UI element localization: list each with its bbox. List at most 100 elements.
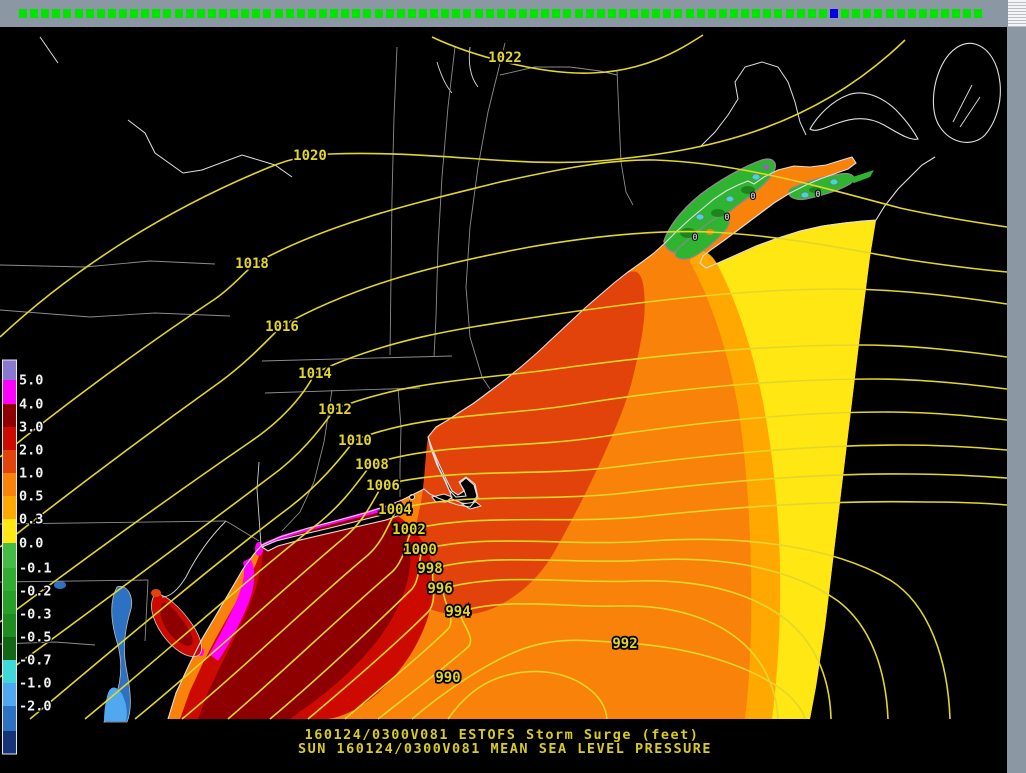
frame-tick[interactable] (341, 9, 350, 18)
frame-tick[interactable] (774, 9, 783, 18)
frame-tick[interactable] (418, 9, 427, 18)
frame-tick[interactable] (218, 9, 227, 18)
frame-tick[interactable] (263, 9, 272, 18)
frame-tick[interactable] (41, 9, 50, 18)
frame-tick[interactable] (496, 9, 505, 18)
frame-tick[interactable] (85, 9, 94, 18)
frame-tick[interactable] (807, 9, 816, 18)
frame-tick[interactable] (963, 9, 972, 18)
frame-tick[interactable] (474, 9, 483, 18)
map-canvas[interactable]: 1022 1020 1018 1016 1014 1012 1010 1008 1006 1004… (0, 27, 1008, 773)
state-border (144, 579, 149, 642)
frame-tick[interactable] (530, 9, 539, 18)
frame-tick[interactable] (185, 9, 194, 18)
frame-tick[interactable] (874, 9, 883, 18)
frame-tick[interactable] (907, 9, 916, 18)
frame-tick[interactable] (941, 9, 950, 18)
frame-tick[interactable] (19, 9, 27, 18)
frame-tick[interactable] (785, 9, 794, 18)
frame-tick[interactable] (363, 9, 372, 18)
frame-tick[interactable] (463, 9, 472, 18)
frame-tick[interactable] (841, 9, 850, 18)
frame-tick[interactable] (452, 9, 461, 18)
isobar-line (307, 558, 889, 720)
frame-tick[interactable] (563, 9, 572, 18)
frame-tick[interactable] (852, 9, 861, 18)
colorbar-segment (3, 360, 16, 380)
frame-tick[interactable] (196, 9, 205, 18)
frame-tick[interactable] (407, 9, 416, 18)
frame-tick[interactable] (207, 9, 216, 18)
frame-tick[interactable] (607, 9, 616, 18)
frame-tick[interactable] (307, 9, 316, 18)
frame-tick[interactable] (141, 9, 150, 18)
frame-tick[interactable] (163, 9, 172, 18)
frame-tick[interactable] (641, 9, 650, 18)
frame-tick[interactable] (130, 9, 139, 18)
frame-tick[interactable] (596, 9, 605, 18)
frame-tick[interactable] (330, 9, 339, 18)
fundy-orange-spot (738, 204, 746, 210)
frame-tick[interactable] (885, 9, 894, 18)
frame-tick[interactable] (696, 9, 705, 18)
frame-tick[interactable] (485, 9, 494, 18)
frame-tick[interactable] (741, 9, 750, 18)
frame-tick[interactable] (574, 9, 583, 18)
frame-tick-active[interactable] (830, 9, 839, 18)
frame-tick[interactable] (352, 9, 361, 18)
frame-tick[interactable] (252, 9, 261, 18)
frame-tick[interactable] (707, 9, 716, 18)
frame-tick[interactable] (230, 9, 239, 18)
frame-tick[interactable] (730, 9, 739, 18)
frame-tick[interactable] (863, 9, 872, 18)
frame-tick[interactable] (585, 9, 594, 18)
frame-tick[interactable] (618, 9, 627, 18)
frame-tick[interactable] (552, 9, 561, 18)
frame-tick[interactable] (896, 9, 905, 18)
isobar-line (269, 538, 951, 720)
frame-tick[interactable] (30, 9, 39, 18)
frame-tick[interactable] (174, 9, 183, 18)
frame-tick[interactable] (752, 9, 761, 18)
prince-edward-island (809, 92, 919, 140)
frame-tick[interactable] (918, 9, 927, 18)
frame-tick-bar[interactable] (0, 0, 1026, 27)
frame-tick[interactable] (296, 9, 305, 18)
isobar-label: 1000 (403, 542, 437, 558)
frame-tick[interactable] (952, 9, 961, 18)
frame-tick[interactable] (541, 9, 550, 18)
frame-tick[interactable] (385, 9, 394, 18)
frame-tick[interactable] (441, 9, 450, 18)
frame-tick[interactable] (118, 9, 127, 18)
frame-tick[interactable] (152, 9, 161, 18)
frame-tick[interactable] (630, 9, 639, 18)
frame-tick[interactable] (74, 9, 83, 18)
isobar-layer (0, 34, 1008, 720)
frame-tick[interactable] (63, 9, 72, 18)
frame-tick[interactable] (718, 9, 727, 18)
frame-tick[interactable] (396, 9, 405, 18)
frame-tick[interactable] (107, 9, 116, 18)
frame-tick[interactable] (652, 9, 661, 18)
frame-tick[interactable] (374, 9, 383, 18)
frame-tick[interactable] (518, 9, 527, 18)
frame-tick[interactable] (274, 9, 283, 18)
caption-line-1: 160124/0300V081 ESTOFS Storm Surge (feet… (305, 727, 700, 743)
frame-tick[interactable] (818, 9, 827, 18)
frame-tick[interactable] (241, 9, 250, 18)
frame-tick[interactable] (930, 9, 939, 18)
frame-tick[interactable] (96, 9, 105, 18)
frame-tick[interactable] (763, 9, 772, 18)
frame-tick[interactable] (974, 9, 983, 18)
frame-tick[interactable] (52, 9, 61, 18)
frame-tick[interactable] (318, 9, 327, 18)
frame-tick[interactable] (796, 9, 805, 18)
frame-tick[interactable] (674, 9, 683, 18)
frame-tick[interactable] (430, 9, 439, 18)
frame-tick[interactable] (507, 9, 516, 18)
frame-tick[interactable] (285, 9, 294, 18)
isobar-line (0, 230, 1008, 548)
frame-tick[interactable] (685, 9, 694, 18)
chesapeake-bay-blue (103, 585, 133, 723)
frame-tick[interactable] (663, 9, 672, 18)
